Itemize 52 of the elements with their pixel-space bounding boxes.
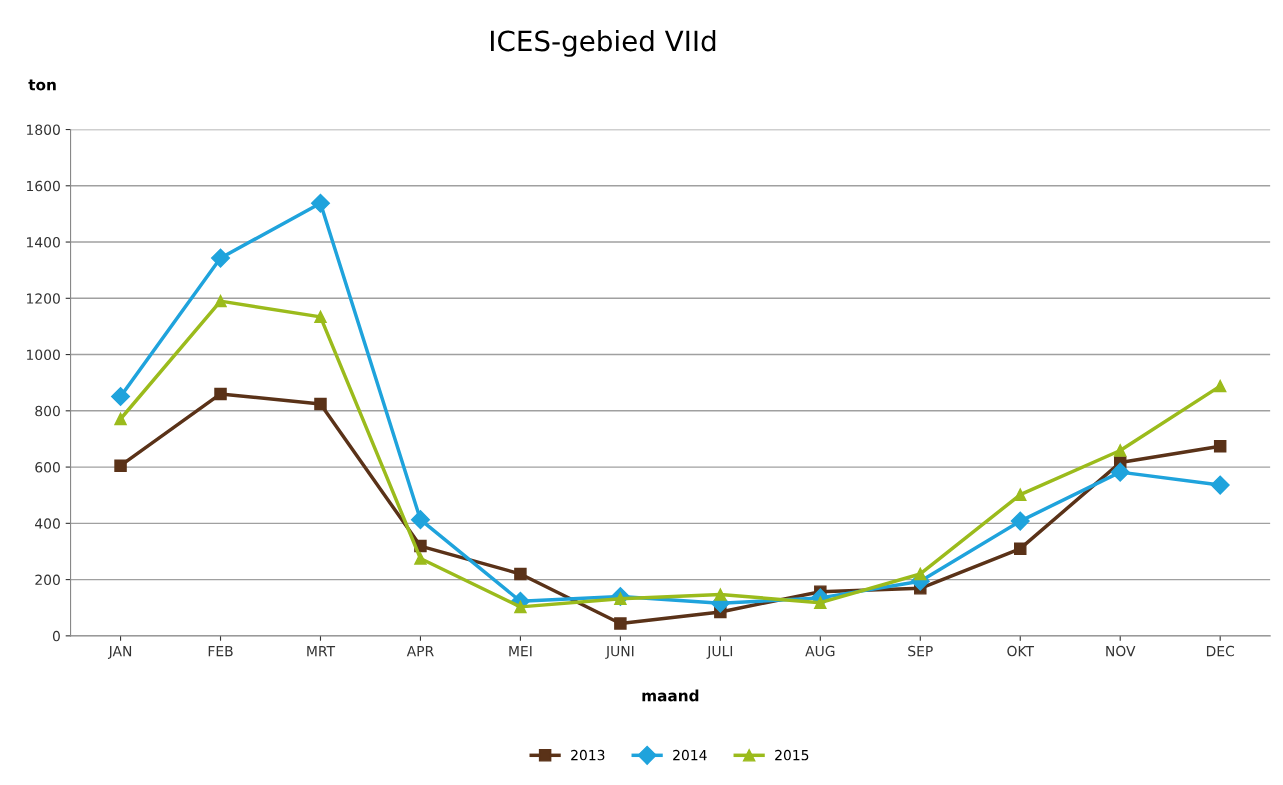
point [114,412,127,426]
point [214,387,227,401]
x-tick-label: OKT [1007,645,1035,657]
point [310,193,331,213]
point [414,552,427,565]
point [514,567,527,581]
point [1113,444,1127,457]
y-tick-label: 1200 [27,293,60,304]
y-tick-label: 800 [35,405,60,417]
point [1014,488,1027,501]
point [1213,379,1227,393]
y-tick-label: 600 [35,462,60,473]
point [1014,542,1027,555]
legend-label: 2013 [571,749,605,761]
x-axis-title: maand [642,689,699,702]
y-tick-label: 1400 [27,237,60,248]
point [210,248,231,268]
x-tick-label: FEB [208,646,233,657]
x-tick-label: APR [406,646,434,657]
x-tick-label: SEP [908,645,933,657]
point [1213,440,1227,453]
point [714,588,727,601]
x-tick-label: MRT [307,646,336,657]
x-tick-label: DEC [1206,645,1235,657]
legend-label: 2014 [673,749,707,761]
point [410,510,430,530]
legend-label: 2015 [775,749,809,761]
x-tick-label: JULI [706,646,733,659]
point [314,310,327,324]
point [1010,511,1030,531]
y-tick-label: 200 [35,574,60,586]
chart-title: ICES-gebied VIId [491,29,716,57]
y-tick-label: 1800 [27,124,60,135]
point [614,617,627,630]
y-tick-label: 400 [35,518,60,529]
y-axis-title: ton [28,79,56,91]
point [1210,475,1230,495]
y-tick-label: 1600 [27,180,60,192]
y-tick-label: 0 [52,630,60,642]
y-tick-label: 1000 [27,349,60,361]
x-tick-label: AUG [805,645,835,657]
x-tick-label: MEI [509,646,532,657]
x-tick-label: JAN [107,646,132,659]
point [514,600,527,614]
point [314,397,327,411]
x-tick-label: NOV [1106,645,1136,657]
point [111,386,131,407]
point [914,567,927,581]
point [214,294,227,308]
x-tick-label: JUNI [605,646,634,659]
point [1110,462,1130,482]
point [114,459,127,472]
